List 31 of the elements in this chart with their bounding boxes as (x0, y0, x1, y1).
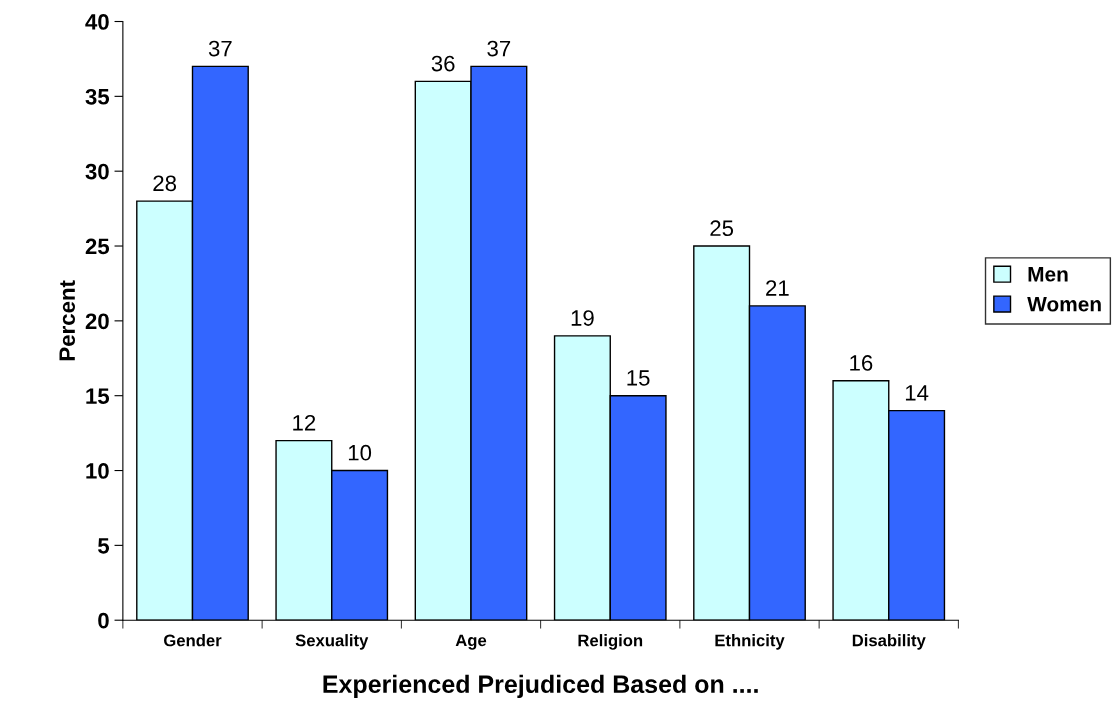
legend-label: Men (1028, 267, 1068, 282)
x-tick-label: Age (455, 634, 487, 650)
data-label: 16 (850, 355, 873, 371)
y-tick-label: 40 (85, 14, 109, 30)
x-tick-label: Ethnicity (715, 634, 785, 650)
legend-label: Women (1027, 297, 1101, 312)
y-tick-label: 10 (86, 463, 109, 479)
x-tick-label: Religion (578, 634, 643, 650)
y-tick-label: 30 (85, 163, 109, 180)
data-label: 14 (905, 385, 929, 401)
y-tick-label: 25 (85, 238, 110, 255)
data-label: 25 (710, 220, 734, 237)
data-label: 37 (487, 40, 511, 57)
data-label: 36 (431, 55, 455, 72)
y-tick-label: 20 (85, 313, 109, 330)
data-label: 19 (571, 310, 594, 326)
y-tick-label: 35 (85, 88, 110, 105)
y-tick-label: 0 (98, 612, 109, 629)
x-tick-label: Gender (164, 634, 222, 647)
data-label: 10 (348, 444, 372, 461)
data-label: 15 (627, 370, 650, 386)
x-axis-title: Experienced Prejudiced Based on .... (323, 674, 758, 699)
data-label: 12 (293, 414, 316, 431)
y-tick-label: 5 (98, 538, 110, 554)
data-label: 21 (766, 280, 789, 296)
y-tick-label: 15 (86, 388, 110, 404)
data-label: 28 (153, 175, 177, 192)
x-tick-label: Disability (852, 634, 926, 650)
x-tick-label: Sexuality (295, 634, 369, 650)
data-label: 37 (208, 40, 232, 57)
y-axis-title: Percent (59, 280, 76, 361)
